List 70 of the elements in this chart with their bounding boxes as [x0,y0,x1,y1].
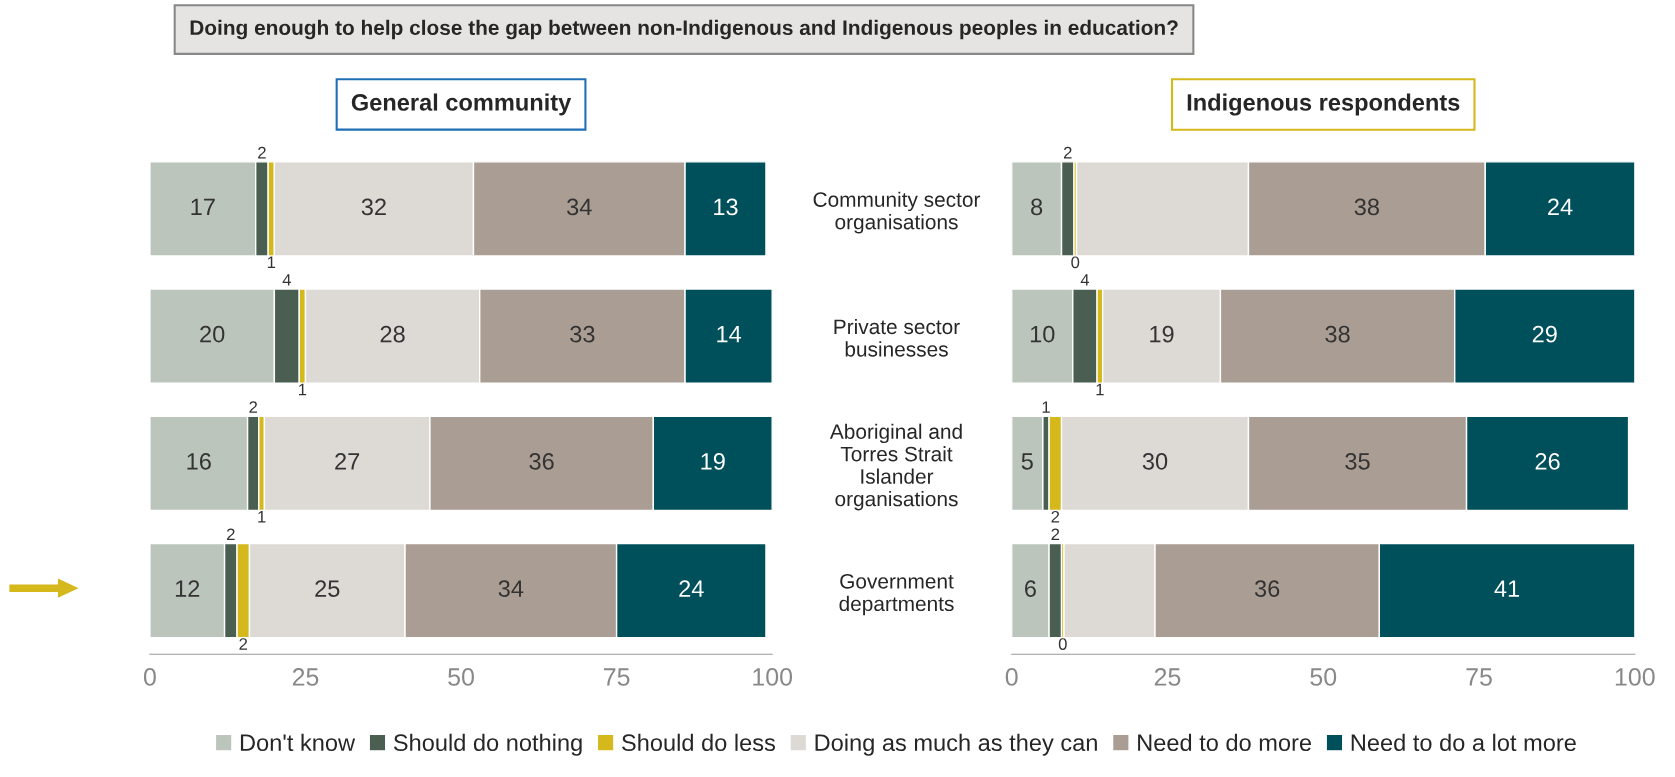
data-label: 32 [361,198,386,216]
x-tick-label: 100 [753,668,793,686]
data-label: 34 [567,198,592,216]
x-tick-label: 25 [292,668,319,686]
data-label: 2 [227,528,235,541]
data-label: 1 [267,256,276,269]
data-label: 20 [200,325,225,343]
legend-label: Doing as much as they can [815,733,1097,756]
data-label: 16 [187,453,211,470]
data-label: 36 [529,453,554,470]
data-label: 2 [1051,528,1060,541]
data-label: 2 [249,401,258,413]
data-label: 1 [1042,401,1050,413]
data-label: 12 [175,580,200,597]
bar [1011,415,1044,512]
text: Doing enough to help close the gap between non-Indigenous and Indigenous peoples in education? [190,19,1178,40]
data-label: 33 [570,325,595,343]
data-label: 5 [1021,453,1033,470]
data-label: 1 [299,383,307,396]
data-label: 35 [1345,453,1370,470]
x-tick-label: 50 [1310,668,1337,686]
data-label: 17 [191,198,215,216]
data-label: 1 [258,511,266,523]
data-label: 1 [1096,383,1104,396]
data-label: 19 [701,453,725,470]
data-label: 27 [335,453,360,470]
data-label: 10 [1030,325,1055,343]
data-label: 34 [498,580,524,597]
data-label: 13 [714,198,738,216]
x-tick-label: 50 [448,668,474,686]
legend-label: Should do less [622,733,775,752]
x-tick-label: 0 [143,668,156,686]
y-tick-label: Government departments [839,573,954,616]
data-label: 0 [1071,256,1080,269]
data-label: 2 [258,146,266,159]
data-label: 2 [1063,146,1072,159]
legend-label: Don't know [240,733,356,752]
data-label: 24 [679,580,704,597]
x-tick-label: 0 [1005,668,1018,686]
x-tick-label: 75 [603,668,630,686]
y-tick-label: Private sector businesses [834,318,960,357]
data-label: 36 [1254,580,1280,597]
legend-label: Need to do more [1138,733,1311,752]
data-label: 29 [1532,325,1557,343]
x-tick-label: 100 [1615,668,1655,686]
data-label: 4 [1080,274,1090,286]
y-tick-label: Community sector organisations [813,191,981,234]
data-label: 25 [315,580,340,597]
data-label: 30 [1142,453,1168,470]
data-label: 38 [1354,198,1379,216]
data-label: 2 [239,638,248,650]
data-label: 4 [282,274,291,286]
data-label: 41 [1494,580,1520,597]
chart-title: Indigenous respondents [1187,93,1460,116]
data-label: 0 [1058,638,1067,650]
x-tick-label: 25 [1154,668,1181,686]
data-label: 28 [380,325,405,343]
data-label: 38 [1325,325,1350,343]
data-label: 6 [1025,580,1036,597]
data-label: 24 [1548,198,1573,216]
data-label: 2 [1051,510,1060,523]
data-label: 14 [717,326,742,343]
data-label: 19 [1150,325,1174,343]
legend-label: Should do nothing [393,733,582,756]
legend-label: Need to do a lot more [1351,733,1576,752]
y-tick-label: Aboriginal and Torres Strait Islander organisations [829,423,962,511]
chart-title: General community [351,93,572,116]
data-label: 8 [1031,198,1043,216]
data-label: 26 [1535,453,1560,470]
x-tick-label: 75 [1466,668,1492,686]
